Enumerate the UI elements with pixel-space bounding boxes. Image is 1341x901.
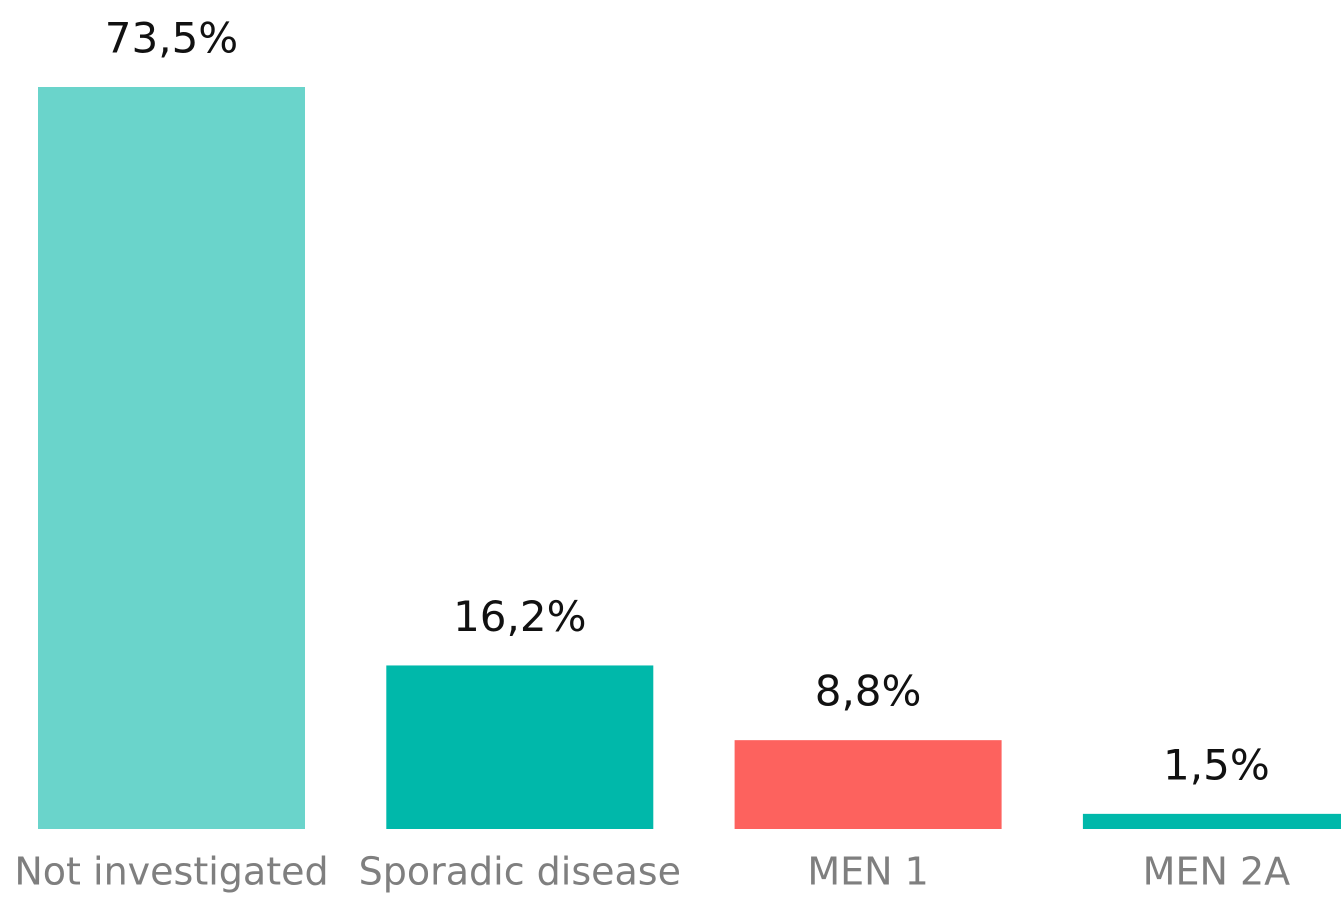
x-tick-label: MEN 2A <box>1143 850 1290 894</box>
bar <box>386 665 654 829</box>
data-label: 73,5% <box>105 14 238 63</box>
bar <box>734 740 1002 829</box>
data-label: 8,8% <box>815 667 922 716</box>
x-tick-label: Sporadic disease <box>359 850 681 894</box>
bar <box>1082 813 1341 829</box>
bar <box>38 87 305 829</box>
data-label: 16,2% <box>453 592 586 641</box>
data-label: 1,5% <box>1163 740 1270 789</box>
x-tick-label: Not investigated <box>14 850 328 894</box>
x-tick-label: MEN 1 <box>807 850 928 894</box>
